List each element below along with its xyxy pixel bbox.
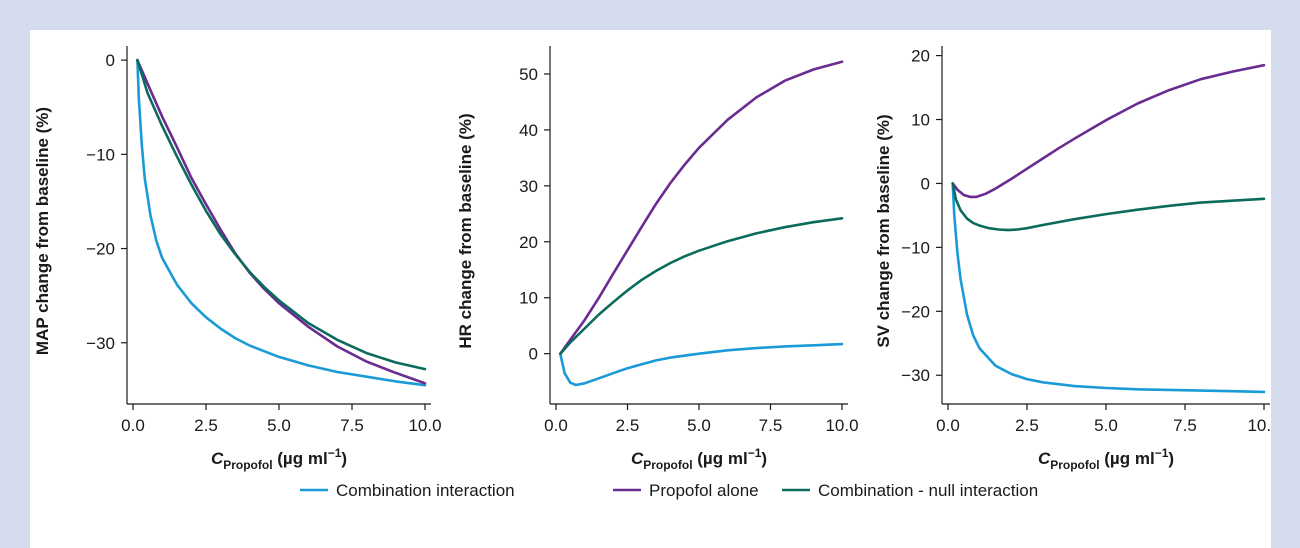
x-axis-title: CPropofol (µg ml−1) (211, 446, 347, 472)
y-tick-label: 30 (519, 177, 538, 196)
x-tick-label: 10.0 (408, 416, 441, 435)
series-line-1 (951, 182, 1266, 394)
x-tick-label: 7.5 (1173, 416, 1197, 435)
y-axis-title: MAP change from baseline (%) (33, 107, 52, 355)
y-tick-label: −20 (901, 302, 930, 321)
y-tick-label: 20 (519, 233, 538, 252)
x-axis-title: CPropofol (µg ml−1) (1038, 446, 1174, 472)
x-tick-label: 10.0 (1247, 416, 1271, 435)
chart-2: 0 10 20 30 40 50 0.0 2.5 5.0 7.5 10.0 CPropofol (µg… (456, 46, 859, 472)
x-axis-title-sub: Propofol (643, 458, 692, 472)
x-tick-label: 5.0 (687, 416, 711, 435)
x-tick-label: 5.0 (1094, 416, 1118, 435)
figure-panel: 0 −10 −20 −30 0.0 2.5 5.0 7.5 10.0 CPropofol (µg … (30, 30, 1271, 548)
x-axis-title: CPropofol (µg ml−1) (631, 446, 767, 472)
y-tick-label: −30 (86, 334, 115, 353)
x-axis-title-units: (µg ml (1100, 449, 1155, 468)
x-axis-title-sup: −1 (748, 446, 762, 460)
x-axis-title-sup: −1 (1155, 446, 1169, 460)
x-axis-title-var: C (1038, 449, 1051, 468)
chart-1: 0 −10 −20 −30 0.0 2.5 5.0 7.5 10.0 CPropofol (µg … (33, 46, 442, 472)
y-tick-label: −30 (901, 366, 930, 385)
series-line-3 (951, 182, 1266, 232)
x-axis-title-sub: Propofol (223, 458, 272, 472)
legend-label: Propofol alone (649, 481, 759, 500)
y-tick-label: −10 (901, 238, 930, 257)
y-tick-label: 0 (106, 51, 115, 70)
x-tick-label: 5.0 (267, 416, 291, 435)
y-tick-label: 10 (911, 111, 930, 130)
y-tick-label: 0 (529, 345, 538, 364)
x-tick-label: 0.0 (936, 416, 960, 435)
x-axis-title-var: C (631, 449, 644, 468)
legend-label: Combination interaction (336, 481, 515, 500)
series-line-3 (559, 217, 844, 355)
x-axis-title-close: ) (761, 449, 767, 468)
series-line-2 (136, 58, 427, 385)
series-line-3 (136, 58, 427, 371)
y-tick-label: −10 (86, 145, 115, 164)
legend: Combination interaction Propofol alone Com… (300, 481, 1038, 500)
x-tick-label: 2.5 (616, 416, 640, 435)
legend-label: Combination - null interaction (818, 481, 1038, 500)
y-tick-label: −20 (86, 240, 115, 259)
series-line-1 (559, 342, 844, 387)
series-line-1 (136, 58, 427, 387)
series-line-2 (559, 60, 844, 355)
x-axis-title-sup: −1 (328, 446, 342, 460)
x-axis-title-sub: Propofol (1050, 458, 1099, 472)
x-axis-title-var: C (211, 449, 224, 468)
x-axis-title-units: (µg ml (273, 449, 328, 468)
series-line-2 (951, 63, 1266, 199)
y-axis-title: HR change from baseline (%) (456, 113, 475, 348)
x-tick-label: 2.5 (1015, 416, 1039, 435)
x-tick-label: 0.0 (544, 416, 568, 435)
chart-3: 20 10 0 −10 −20 −30 0.0 2.5 5.0 7.5 10.0 CPropofol … (874, 46, 1271, 472)
x-tick-label: 10.0 (825, 416, 858, 435)
x-axis-title-close: ) (1168, 449, 1174, 468)
y-tick-label: 0 (921, 174, 930, 193)
y-axis-title: SV change from baseline (%) (874, 114, 893, 347)
y-tick-label: 50 (519, 65, 538, 84)
y-tick-label: 40 (519, 121, 538, 140)
x-tick-label: 2.5 (194, 416, 218, 435)
x-tick-label: 0.0 (121, 416, 145, 435)
x-tick-label: 7.5 (759, 416, 783, 435)
x-axis-title-close: ) (341, 449, 347, 468)
x-tick-label: 7.5 (340, 416, 364, 435)
y-tick-label: 20 (911, 47, 930, 66)
x-axis-title-units: (µg ml (693, 449, 748, 468)
y-tick-label: 10 (519, 289, 538, 308)
